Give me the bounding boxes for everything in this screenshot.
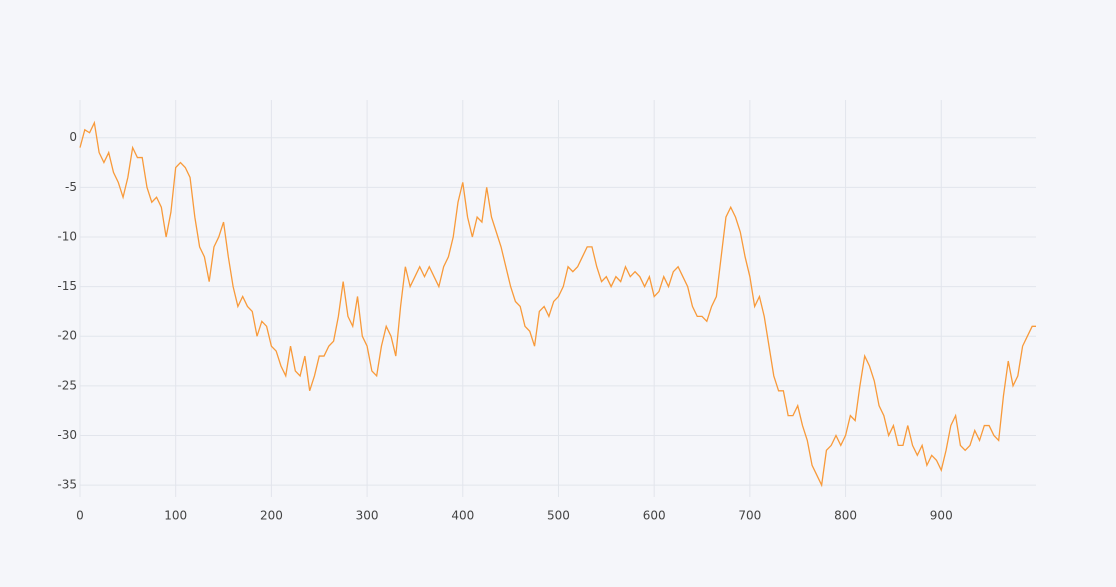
line-series	[79, 120, 1036, 488]
x-tick-label: 700	[738, 509, 761, 523]
y-tick-label: -35	[57, 478, 77, 492]
y-tick-label: -10	[57, 229, 77, 243]
x-tick-label: 500	[547, 509, 570, 523]
x-tick-label: 100	[164, 509, 187, 523]
y-tick-label: -20	[57, 329, 77, 343]
x-tick-label: 800	[834, 509, 857, 523]
y-tick-label: -15	[57, 279, 77, 293]
x-tick-label: 200	[260, 509, 283, 523]
x-tick-label: 400	[451, 509, 474, 523]
x-tick-label: 0	[76, 509, 84, 523]
x-tick-label: 900	[930, 509, 953, 523]
y-tick-label: -30	[57, 428, 77, 442]
y-tick-label: 0	[69, 130, 77, 144]
y-tick-label: -5	[65, 180, 77, 194]
x-tick-label: 600	[643, 509, 666, 523]
y-tick-label: -25	[57, 378, 77, 392]
x-tick-label: 300	[356, 509, 379, 523]
